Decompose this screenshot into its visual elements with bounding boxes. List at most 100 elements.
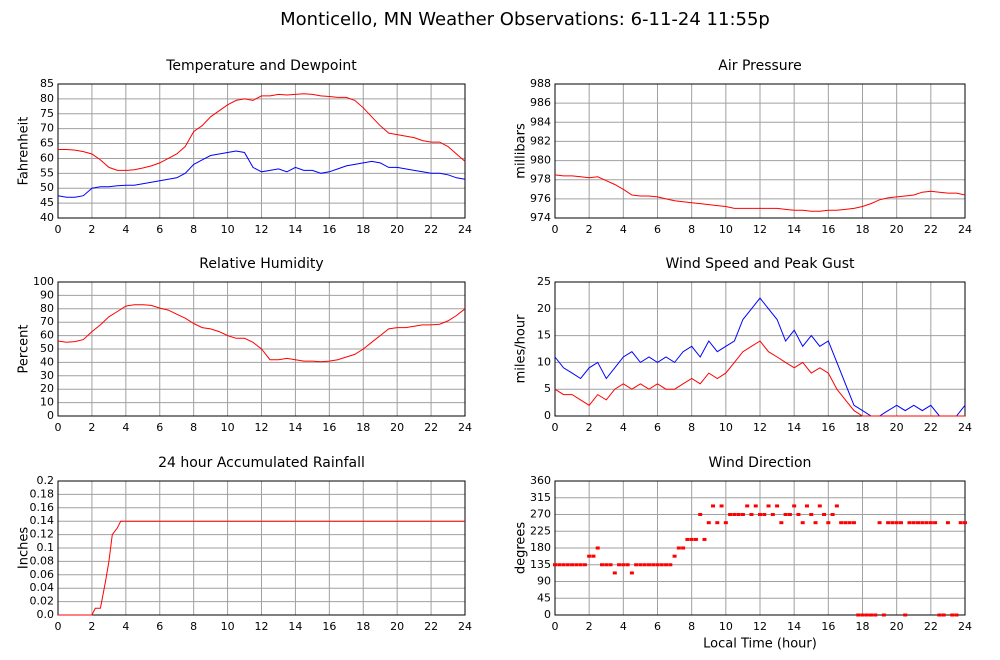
- x-tick-label: 6: [156, 421, 163, 434]
- data-point: [668, 563, 673, 567]
- y-tick-label: 50: [40, 342, 54, 355]
- panel-title: Temperature and Dewpoint: [165, 58, 357, 74]
- data-point: [924, 521, 929, 525]
- data-point: [570, 563, 575, 567]
- plot-frame: [57, 83, 466, 219]
- x-tick-label: 22: [424, 223, 438, 236]
- x-tick-label: 4: [620, 421, 627, 434]
- data-point: [634, 563, 639, 567]
- x-tick-label: 2: [586, 223, 593, 236]
- data-point: [856, 613, 861, 617]
- data-point: [958, 521, 963, 525]
- y-tick-label: 986: [530, 96, 551, 109]
- x-tick-label: 6: [156, 223, 163, 236]
- x-tick-label: 22: [424, 620, 438, 633]
- data-point: [676, 546, 681, 550]
- data-point: [877, 521, 882, 525]
- data-point: [608, 563, 613, 567]
- x-tick-label: 16: [322, 223, 336, 236]
- data-point: [783, 513, 788, 516]
- y-axis-label: degrees: [514, 522, 529, 575]
- x-tick-label: 6: [156, 620, 163, 633]
- data-point: [689, 537, 694, 541]
- x-tick-label: 4: [620, 620, 627, 633]
- data-point: [945, 521, 950, 525]
- data-point: [817, 504, 822, 508]
- data-point: [715, 521, 720, 525]
- data-point: [770, 513, 775, 516]
- x-tick-label: 12: [255, 421, 269, 434]
- y-tick-label: 0.14: [30, 514, 55, 527]
- data-point: [813, 521, 818, 525]
- x-tick-label: 24: [958, 620, 972, 633]
- x-tick-label: 22: [924, 620, 938, 633]
- x-tick-label: 20: [390, 421, 404, 434]
- data-point: [928, 521, 933, 525]
- x-tick-label: 18: [856, 620, 870, 633]
- x-tick-label: 14: [288, 421, 302, 434]
- data-point: [617, 563, 622, 567]
- data-line: [554, 174, 966, 212]
- y-axis-label: Inches: [17, 527, 32, 569]
- data-point: [851, 521, 856, 525]
- x-tick-label: 14: [787, 223, 801, 236]
- data-line: [57, 304, 466, 363]
- x-tick-label: 0: [552, 223, 559, 236]
- x-tick-label: 18: [856, 421, 870, 434]
- y-tick-label: 982: [530, 134, 551, 147]
- x-tick-label: 14: [288, 223, 302, 236]
- x-tick-label: 14: [787, 421, 801, 434]
- x-tick-label: 16: [322, 421, 336, 434]
- data-point: [685, 537, 690, 541]
- data-point: [779, 521, 784, 525]
- plot-frame: [554, 281, 966, 417]
- data-point: [894, 521, 899, 525]
- data-point: [834, 504, 839, 508]
- x-tick-label: 10: [221, 620, 235, 633]
- y-tick-label: 0: [47, 409, 54, 422]
- data-point: [933, 521, 938, 525]
- data-point: [732, 513, 737, 516]
- data-point: [898, 521, 903, 525]
- data-point: [762, 513, 767, 516]
- x-tick-label: 4: [122, 620, 129, 633]
- y-tick-label: 5: [544, 382, 551, 395]
- x-tick-label: 6: [654, 421, 661, 434]
- data-point: [830, 513, 835, 516]
- data-point: [599, 563, 604, 567]
- x-tick-label: 16: [322, 620, 336, 633]
- data-point: [869, 613, 874, 617]
- data-point: [591, 554, 596, 558]
- data-point: [672, 554, 677, 558]
- x-tick-label: 20: [890, 223, 904, 236]
- data-point: [740, 513, 745, 516]
- data-point: [659, 563, 664, 567]
- x-tick-label: 20: [890, 620, 904, 633]
- y-tick-label: 60: [40, 329, 54, 342]
- x-tick-label: 10: [719, 421, 733, 434]
- data-point: [839, 521, 844, 525]
- x-tick-label: 20: [890, 421, 904, 434]
- y-axis-label: Percent: [17, 325, 32, 374]
- data-point: [941, 613, 946, 617]
- x-tick-label: 24: [958, 421, 972, 434]
- data-point: [873, 613, 878, 617]
- x-tick-label: 18: [356, 223, 370, 236]
- data-point: [646, 563, 651, 567]
- x-tick-label: 0: [552, 620, 559, 633]
- data-point: [664, 563, 669, 567]
- y-tick-label: 0.12: [30, 528, 55, 541]
- data-point: [753, 504, 758, 508]
- y-tick-label: 90: [537, 575, 551, 588]
- x-tick-label: 24: [458, 620, 472, 633]
- y-tick-label: 80: [40, 302, 54, 315]
- data-point: [787, 513, 792, 516]
- data-point: [860, 613, 865, 617]
- data-point: [864, 613, 869, 617]
- y-tick-label: 0.02: [30, 595, 55, 608]
- x-tick-label: 8: [688, 223, 695, 236]
- y-tick-label: 20: [40, 382, 54, 395]
- data-point: [937, 613, 942, 617]
